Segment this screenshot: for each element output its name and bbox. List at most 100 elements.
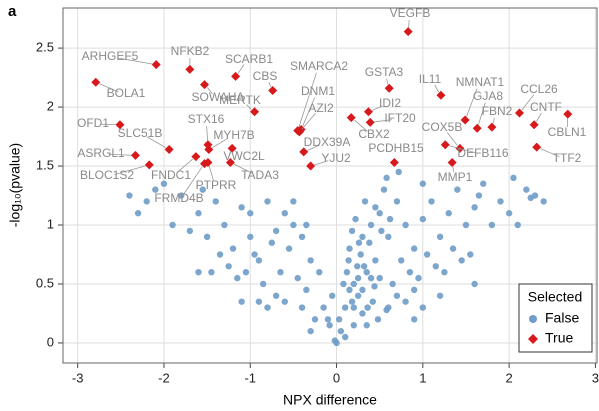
point [428, 198, 435, 205]
point [386, 215, 394, 223]
point [299, 147, 309, 157]
y-axis-title: -log₁₀(pvalue) [7, 143, 23, 227]
point [216, 251, 224, 258]
leader-line [117, 57, 153, 65]
point-label: OFD1 [77, 116, 109, 130]
point [395, 168, 402, 176]
point-label: DEFB116 [457, 146, 508, 160]
point [203, 158, 213, 168]
y-tick-label: 1.5 [36, 157, 54, 172]
leader-line [146, 136, 166, 148]
leader-line [208, 166, 214, 181]
point [354, 274, 362, 282]
point [238, 298, 245, 305]
point-label: SCARB1 [225, 52, 273, 66]
point [346, 286, 353, 294]
x-tick-label: 3 [592, 370, 599, 385]
leader-line [372, 105, 383, 111]
point [191, 152, 201, 162]
point [354, 292, 362, 299]
point [303, 221, 310, 229]
point [169, 221, 176, 229]
leader-line [233, 163, 253, 174]
point [340, 280, 347, 288]
point [363, 268, 370, 276]
point-label: SMARCA2 [290, 59, 348, 73]
leader-line [478, 102, 486, 125]
point [389, 158, 399, 168]
point [514, 221, 521, 229]
point [436, 90, 446, 100]
point [348, 227, 356, 235]
point [419, 215, 427, 223]
point [487, 122, 497, 132]
leader-line [183, 166, 203, 195]
point [264, 198, 271, 205]
point [563, 109, 573, 119]
x-tick-label: -1 [244, 370, 256, 385]
point [350, 280, 357, 288]
point [378, 227, 385, 235]
point [398, 257, 405, 264]
point [212, 198, 219, 205]
leader-line [114, 165, 146, 175]
point [411, 286, 418, 294]
point [229, 245, 237, 252]
x-tick-label: 2 [506, 370, 513, 385]
point-label: CBS [253, 69, 278, 83]
point-label: CBLN1 [548, 125, 587, 139]
point [363, 322, 370, 329]
point [354, 263, 361, 270]
point [364, 304, 371, 311]
point [532, 142, 542, 152]
point [374, 316, 382, 323]
point [510, 174, 517, 182]
leader-line [307, 144, 320, 151]
point [389, 280, 396, 288]
point [200, 80, 210, 90]
point [320, 304, 327, 311]
point [268, 239, 276, 246]
point-label: SLC51B [118, 126, 163, 140]
legend-marker [529, 315, 537, 323]
point [436, 292, 444, 299]
point-label: YJU2 [321, 151, 351, 165]
point [204, 145, 214, 155]
point [195, 268, 202, 276]
point [383, 174, 390, 182]
leader-line [206, 125, 209, 141]
point [385, 233, 392, 241]
point-label: NMNAT1 [456, 75, 505, 89]
point [152, 186, 159, 193]
point [432, 263, 439, 270]
leader-line [540, 148, 560, 158]
point [361, 198, 369, 205]
point [208, 268, 215, 276]
leader-line [298, 72, 317, 127]
point [238, 204, 245, 211]
series-0 [126, 168, 547, 347]
leader-line [108, 153, 132, 156]
point [268, 86, 278, 96]
leader-line [301, 113, 316, 130]
point-label: IFT20 [384, 111, 416, 125]
point-label: VWC2L [223, 149, 265, 163]
point [294, 274, 301, 282]
point [294, 127, 304, 137]
point [352, 215, 359, 223]
point [350, 322, 357, 329]
point-label: FBN2 [482, 104, 513, 118]
point [497, 198, 504, 205]
y-tick-label: 2 [47, 99, 54, 114]
point-label: VEGFB [390, 6, 431, 20]
point [264, 304, 271, 311]
point [199, 186, 206, 193]
point [255, 298, 263, 305]
point [343, 268, 351, 276]
point [348, 298, 356, 305]
point [403, 27, 413, 37]
x-tick-label: 0 [333, 370, 340, 385]
point [251, 251, 258, 258]
leader-line [354, 119, 368, 132]
point [285, 245, 293, 252]
